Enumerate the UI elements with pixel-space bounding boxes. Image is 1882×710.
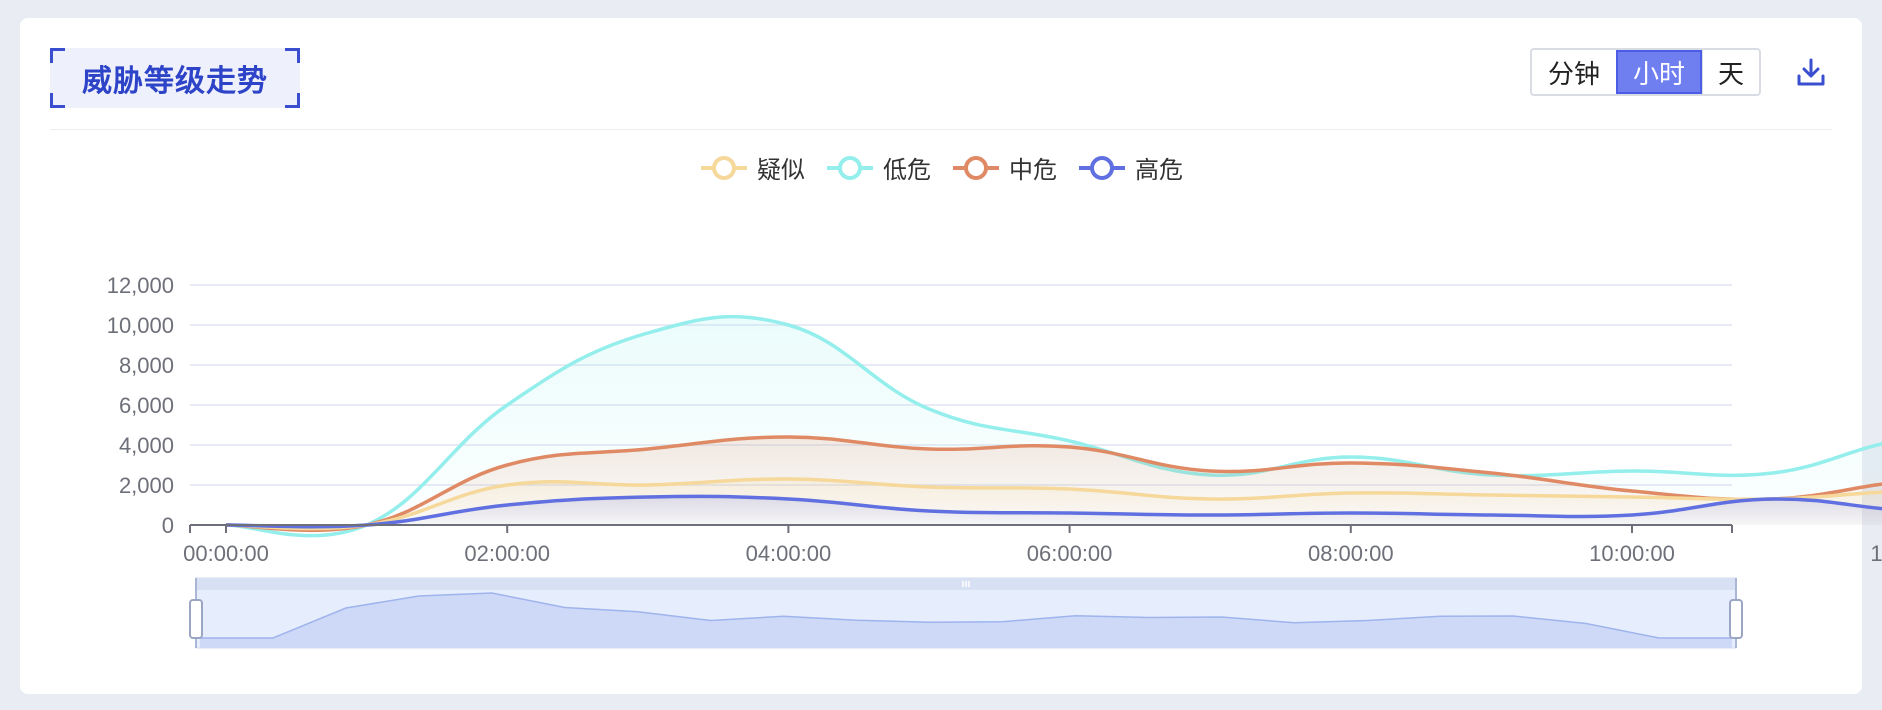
granularity-switch: 分钟 小时 天 <box>1530 48 1761 96</box>
legend-item[interactable]: 疑似 <box>699 150 805 185</box>
y-tick-label: 6,000 <box>119 393 174 418</box>
corner-decoration <box>285 93 300 108</box>
x-tick-label: 08:00:00 <box>1308 541 1394 566</box>
granularity-day-button[interactable]: 天 <box>1702 50 1759 94</box>
chart-legend: 疑似 低危 中危 高危 <box>0 150 1882 185</box>
y-tick-label: 8,000 <box>119 353 174 378</box>
y-tick-label: 0 <box>162 513 174 538</box>
title-box: 威胁等级走势 <box>50 48 300 108</box>
legend-label: 高危 <box>1135 157 1183 184</box>
y-tick-label: 12,000 <box>107 273 174 298</box>
x-tick-label: 06:00:00 <box>1027 541 1113 566</box>
legend-label: 疑似 <box>757 157 805 184</box>
data-zoom-handle[interactable] <box>1729 599 1743 639</box>
legend-item[interactable]: 中危 <box>951 150 1057 185</box>
granularity-hour-button[interactable]: 小时 <box>1616 50 1702 94</box>
legend-marker-icon <box>701 155 747 180</box>
x-tick-label: 02:00:00 <box>464 541 550 566</box>
x-tick-label: 12:00:00 <box>1870 541 1882 566</box>
x-tick-label: 00:00:00 <box>183 541 269 566</box>
legend-marker-icon <box>953 155 999 180</box>
granularity-minute-button[interactable]: 分钟 <box>1547 58 1600 89</box>
data-zoom-handle[interactable] <box>189 599 203 639</box>
data-zoom-overview-line <box>200 592 1732 639</box>
series-line[interactable] <box>225 477 1882 531</box>
x-tick-label: 10:00:00 <box>1589 541 1675 566</box>
x-tick-label: 04:00:00 <box>746 541 832 566</box>
legend-marker-icon <box>827 155 873 180</box>
legend-label: 中危 <box>1009 157 1057 184</box>
legend-marker-icon <box>1079 155 1125 180</box>
series-line[interactable] <box>225 314 1882 538</box>
card-title: 威胁等级走势 <box>82 65 268 98</box>
download-icon[interactable] <box>1793 54 1829 90</box>
y-tick-label: 10,000 <box>107 313 174 338</box>
y-tick-label: 4,000 <box>119 433 174 458</box>
corner-decoration <box>285 48 300 63</box>
series-area <box>226 496 1882 527</box>
corner-decoration <box>50 48 65 63</box>
corner-decoration <box>50 93 65 108</box>
legend-item[interactable]: 高危 <box>1077 150 1183 185</box>
legend-item[interactable]: 低危 <box>825 150 931 185</box>
header-divider <box>50 129 1832 130</box>
data-zoom-overview-area <box>200 593 1732 648</box>
y-tick-label: 2,000 <box>119 473 174 498</box>
series-line[interactable] <box>225 494 1882 529</box>
legend-label: 低危 <box>883 157 931 184</box>
